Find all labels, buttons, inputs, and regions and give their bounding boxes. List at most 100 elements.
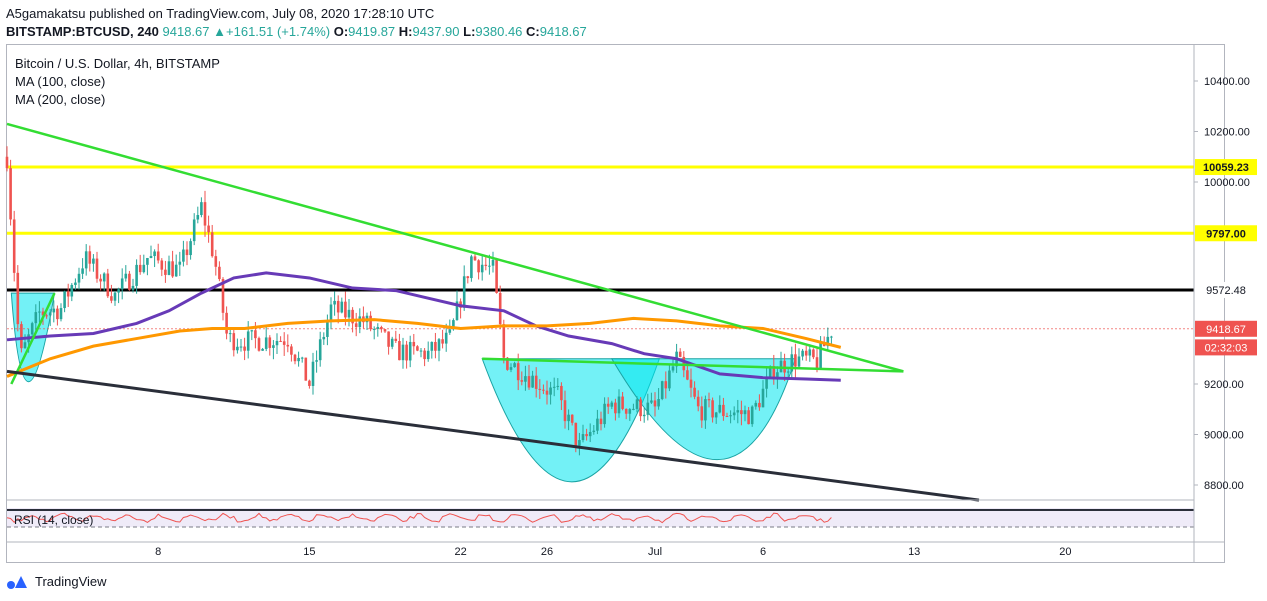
candle-body <box>297 357 300 362</box>
candle-body <box>581 434 585 441</box>
candle-body <box>642 414 646 417</box>
candle-body <box>761 388 765 408</box>
candle-body <box>462 276 466 308</box>
candle-body <box>333 300 336 305</box>
candle-body <box>380 327 383 330</box>
candle-body <box>257 338 261 351</box>
tradingview-brand[interactable]: TradingView <box>6 572 107 590</box>
candle-body <box>743 410 747 415</box>
candle-body <box>167 261 171 275</box>
publisher-line: A5gamakatsu published on TradingView.com… <box>6 6 435 21</box>
candle-body <box>250 330 254 332</box>
candle-body <box>668 370 671 389</box>
candle-body <box>351 309 354 324</box>
candle-body <box>423 350 426 360</box>
candle-body <box>506 357 509 370</box>
close-label: C: <box>526 24 540 39</box>
candle-body <box>549 387 552 395</box>
candle-body <box>369 315 372 330</box>
high-value: 9437.90 <box>412 24 460 39</box>
candle-body <box>239 346 243 348</box>
candle-body <box>290 346 293 355</box>
candle-body <box>754 402 758 407</box>
candle-body <box>639 399 642 417</box>
candle-body <box>52 308 56 313</box>
candle-body <box>592 430 596 432</box>
candle-body <box>567 414 570 422</box>
symbol-label: BITSTAMP:BTCUSD, 240 <box>6 24 159 39</box>
candle-body <box>153 251 156 257</box>
candle-body <box>434 341 437 351</box>
candle-body <box>599 418 603 425</box>
candle-body <box>326 320 329 337</box>
candle-body <box>48 312 52 316</box>
candle-body <box>340 301 344 313</box>
candle-body <box>286 344 290 347</box>
last-price-label-bg <box>1195 320 1257 337</box>
candle-body <box>293 354 297 362</box>
candle-body <box>448 329 452 333</box>
candle-body <box>12 219 16 273</box>
candle-body <box>560 385 563 401</box>
candle-body <box>736 410 740 413</box>
candle-body <box>531 375 534 388</box>
candle-body <box>228 333 232 335</box>
candle-body <box>495 259 498 293</box>
candle-body <box>401 344 405 361</box>
candle-body <box>786 371 790 373</box>
candle-body <box>527 376 531 388</box>
candle-body <box>758 402 761 408</box>
candle-body <box>819 342 822 369</box>
candle-body <box>192 219 196 242</box>
legend-ma200: MA (200, close) <box>15 92 106 107</box>
candle-body <box>174 264 178 277</box>
candle-body <box>246 331 250 351</box>
candle-body <box>106 273 110 297</box>
candle-body <box>552 386 556 388</box>
time-tick-label: 26 <box>541 546 553 558</box>
level-price-label: 9797.00 <box>1206 228 1246 240</box>
candle-body <box>149 256 153 258</box>
candle-body <box>419 350 423 352</box>
legend-title: Bitcoin / U.S. Dollar, 4h, BITSTAMP <box>15 56 220 71</box>
candle-body <box>520 380 524 382</box>
candle-body <box>268 337 272 348</box>
candle-body <box>498 292 502 325</box>
chart-frame[interactable] <box>6 44 1225 563</box>
candle-body <box>747 410 750 425</box>
candle-body <box>653 400 657 407</box>
candle-body <box>275 340 279 346</box>
last-price-value: 9418.67 <box>162 24 210 39</box>
candle-body <box>765 376 768 389</box>
candle-body <box>610 402 614 407</box>
candle-body <box>102 273 106 282</box>
candle-body <box>261 348 264 351</box>
symbol-ohlc-line: BITSTAMP:BTCUSD, 240 9418.67 ▲+161.51 (+… <box>6 24 587 39</box>
bar-countdown-label: 02:32:03 <box>1205 342 1248 354</box>
candle-body <box>300 357 304 359</box>
candle-body <box>203 202 207 226</box>
candle-body <box>383 329 387 332</box>
lower-channel-trendline <box>6 369 980 502</box>
level-price-label-bg <box>1195 159 1257 176</box>
time-tick-label: 20 <box>1059 546 1071 558</box>
price-tick-label: 10400.00 <box>1204 76 1250 88</box>
candle-body <box>563 400 567 422</box>
time-tick-label: 8 <box>155 546 161 558</box>
candle-body <box>596 418 599 431</box>
candle-body <box>200 202 203 216</box>
candle-body <box>113 292 117 301</box>
candle-body <box>455 301 459 321</box>
candle-body <box>358 316 362 328</box>
candle-body <box>23 342 27 349</box>
candle-body <box>210 232 214 257</box>
candle-body <box>480 264 484 273</box>
candle-body <box>66 291 70 297</box>
candle-body <box>160 260 164 270</box>
candle-body <box>725 416 729 418</box>
legend-ma100: MA (100, close) <box>15 74 106 89</box>
candle-body <box>189 241 192 256</box>
candle-body <box>473 256 477 261</box>
candle-body <box>815 357 819 369</box>
